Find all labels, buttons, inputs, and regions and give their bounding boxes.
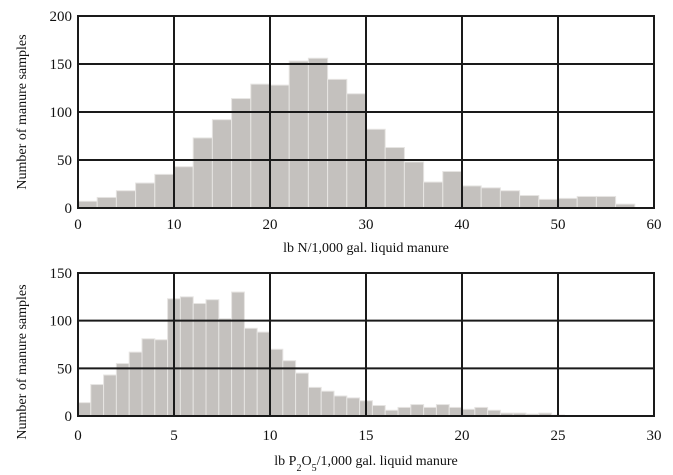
panel-nitrogen-y-tick-label: 100 <box>50 105 73 121</box>
panel-nitrogen-bar <box>154 173 175 209</box>
panel-phosphate-bar <box>269 348 284 417</box>
panel-nitrogen-bar <box>250 83 271 209</box>
panel-phosphate-x-axis-title: lb P2O5/1,000 gal. liquid manure <box>274 454 457 474</box>
panel-phosphate-x-tick-label: 15 <box>359 428 374 444</box>
panel-phosphate-bar <box>205 299 220 417</box>
panel-nitrogen-bar <box>192 137 213 209</box>
panel-nitrogen-bar <box>365 128 386 209</box>
panel-nitrogen-bar <box>77 200 98 209</box>
panel-nitrogen-bar <box>211 119 233 209</box>
panel-nitrogen-bar <box>403 161 425 209</box>
panel-phosphate-y-tick-label: 50 <box>57 361 72 377</box>
panel-phosphate-bar <box>435 404 450 417</box>
panel-phosphate-bar <box>128 351 143 417</box>
panel-phosphate-x-tick-label: 10 <box>263 428 278 444</box>
panel-nitrogen-bar <box>499 190 521 209</box>
panel-nitrogen-x-tick-label: 60 <box>647 217 662 233</box>
panel-nitrogen-bar <box>135 182 156 209</box>
panel-phosphate-bar <box>410 404 425 417</box>
panel-nitrogen-y-tick-label: 150 <box>50 57 73 73</box>
panel-nitrogen-bar <box>480 187 501 209</box>
panel-nitrogen-x-tick-label: 10 <box>167 217 182 233</box>
panel-phosphate-x-tick-label: 0 <box>74 428 82 444</box>
panel-phosphate-y-tick-label: 0 <box>65 409 73 425</box>
panel-nitrogen-bar <box>576 195 597 209</box>
panel-nitrogen-bar <box>327 78 348 209</box>
panel-nitrogen-x-tick-label: 50 <box>551 217 566 233</box>
panel-nitrogen-bar <box>115 190 137 209</box>
panel-nitrogen-x-tick-label: 30 <box>359 217 374 233</box>
panel-phosphate-bar <box>397 406 412 417</box>
panel-nitrogen-bar <box>231 98 252 209</box>
panel-nitrogen-bar <box>595 195 617 209</box>
y-axis-title-top: Number of manure samples <box>15 34 30 189</box>
panel-phosphate-bar <box>90 384 105 417</box>
panel-nitrogen-bar <box>538 198 559 209</box>
panel-nitrogen-bar <box>173 166 194 209</box>
panel-phosphate-bar <box>77 402 92 417</box>
panel-nitrogen-x-tick-label: 40 <box>455 217 470 233</box>
panel-phosphate-bar <box>103 374 117 417</box>
panel-phosphate-bar <box>320 390 335 417</box>
panel-phosphate-bar <box>256 331 271 417</box>
panel-nitrogen-bar <box>384 147 405 209</box>
panel-phosphate-bar <box>307 386 322 417</box>
panel-phosphate-bar <box>461 408 476 417</box>
panel-phosphate-bar <box>154 339 169 417</box>
panel-phosphate-y-tick-label: 150 <box>50 266 73 282</box>
panel-nitrogen-y-tick-label: 50 <box>57 153 72 169</box>
panel-phosphate-bar <box>346 397 361 417</box>
panel-nitrogen-bar <box>307 57 329 209</box>
panel-phosphate-bar <box>333 395 348 417</box>
panel-nitrogen-x-tick-label: 20 <box>263 217 278 233</box>
panel-phosphate-bar <box>141 338 156 417</box>
panel-phosphate-y-tick-label: 100 <box>50 314 73 330</box>
y-axis-title-bottom: Number of manure samples <box>15 284 30 439</box>
panel-nitrogen-bar <box>288 60 309 209</box>
panel-phosphate-bar <box>295 372 309 417</box>
panel-phosphate-bar <box>423 406 437 417</box>
panel-nitrogen-x-axis-title: lb N/1,000 gal. liquid manure <box>283 241 449 256</box>
panel-phosphate-x-tick-label: 5 <box>170 428 178 444</box>
panel-nitrogen-bar <box>519 195 540 209</box>
panel-nitrogen-bar <box>442 171 463 209</box>
panel-phosphate-bar <box>179 296 194 417</box>
panel-phosphate-bar <box>243 327 258 417</box>
panel-nitrogen-bar <box>461 185 482 209</box>
panel-phosphate-bar <box>448 406 463 417</box>
panel-phosphate-bar <box>115 363 130 417</box>
panel-phosphate-x-tick-label: 20 <box>455 428 470 444</box>
panel-nitrogen-bar <box>423 181 444 209</box>
panel-nitrogen-y-tick-label: 0 <box>65 201 73 217</box>
panel-phosphate-x-tick-label: 25 <box>551 428 566 444</box>
panel-nitrogen-y-tick-label: 200 <box>50 9 73 25</box>
panel-phosphate-x-tick-label: 30 <box>647 428 662 444</box>
panel-phosphate-bar <box>231 291 245 417</box>
panel-nitrogen-frame <box>77 15 655 209</box>
panel-phosphate-bar <box>371 405 386 417</box>
panel-nitrogen-bar <box>269 84 290 209</box>
panel-phosphate-frame <box>77 272 655 417</box>
panel-nitrogen-bar <box>346 93 367 209</box>
panel-nitrogen-x-tick-label: 0 <box>74 217 82 233</box>
panel-phosphate-bar <box>474 406 489 417</box>
panel-nitrogen-bar <box>96 196 117 209</box>
panel-nitrogen-bar <box>557 197 578 209</box>
